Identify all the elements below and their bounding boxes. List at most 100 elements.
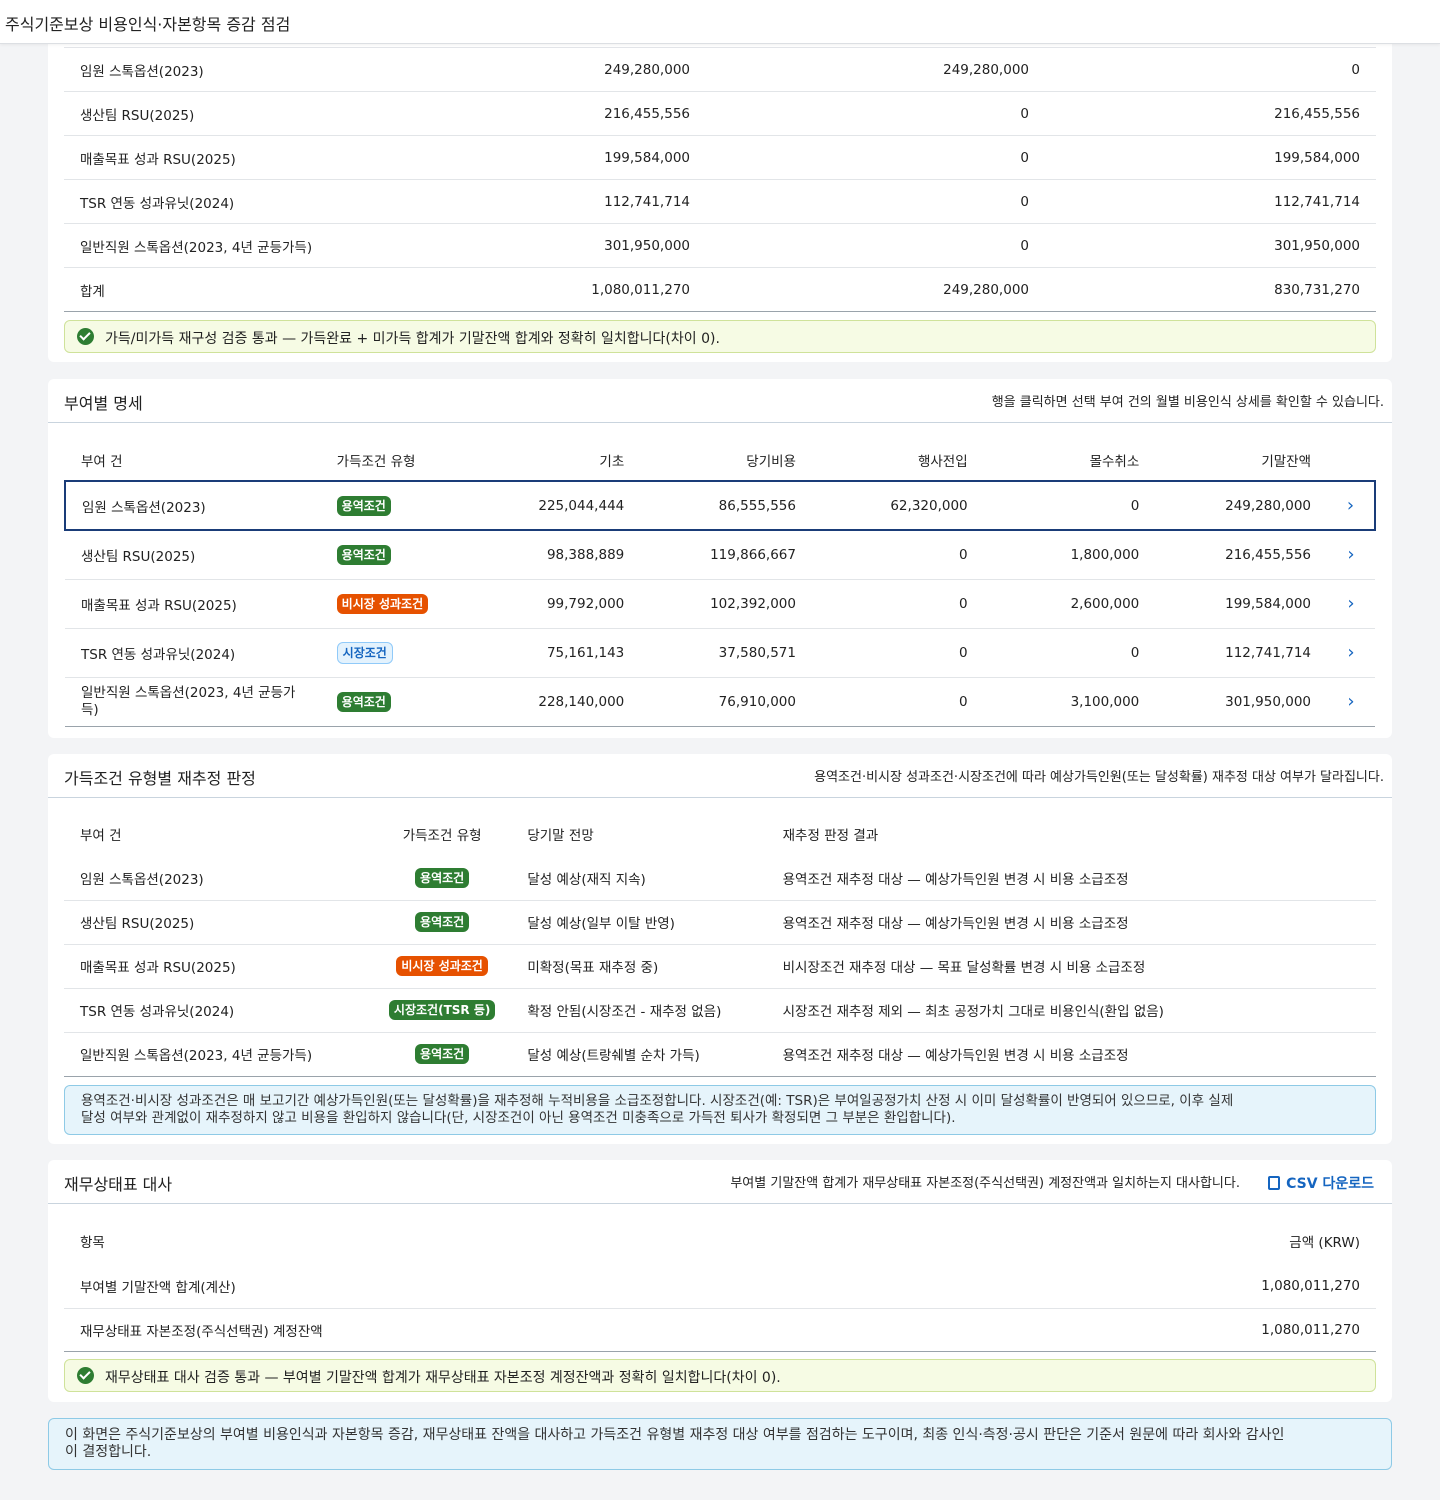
table-row: 매출목표 성과 RSU(2025) 199,584,000 0 199,584,…: [64, 135, 1376, 180]
grant-row[interactable]: 일반직원 스톡옵션(2023, 4년 균등가 득) 용역조건 228,140,00…: [65, 677, 1375, 727]
result-text: 용역조건 재추정 대상 — 예상가득인원 변경 시 비용 소급조정: [766, 900, 1376, 945]
exercise-amount: 0: [811, 530, 984, 580]
chevron-right-icon[interactable]: ›: [1347, 593, 1355, 614]
col-header-type: 가득조건 유형: [402, 828, 482, 844]
vesting-type-badge: 비시장 성과조건: [336, 593, 429, 614]
csv-download-button[interactable]: CSV 다운로드: [1268, 1173, 1374, 1193]
vested-amount: 249,280,000: [706, 267, 1045, 312]
forfeit-amount: 1,800,000: [983, 530, 1156, 580]
section-description: 행을 클릭하면 선택 부여 건의 월별 비용인식 상세를 확인할 수 있습니다.: [991, 395, 1384, 410]
note-line: 달성 여부와 관계없이 재추정하지 않고 비용을 환입하지 않습니다(단, 시장…: [81, 1110, 956, 1126]
chevron-right-icon[interactable]: ›: [1346, 495, 1355, 516]
col-header-item: 항목: [80, 1235, 105, 1251]
table-row: 일반직원 스톡옵션(2023, 4년 균등가득) 301,950,000 0 3…: [64, 223, 1376, 268]
table-row: 매출목표 성과 RSU(2025) 비시장 성과조건 미확정(목표 재추정 중)…: [64, 944, 1376, 989]
expense-amount: 86,555,556: [640, 480, 812, 531]
grant-name: 임원 스톡옵션(2023): [64, 480, 321, 531]
total-row: 합계 1,080,011,270 249,280,000 830,731,270: [64, 267, 1376, 312]
chevron-right-icon[interactable]: ›: [1347, 642, 1355, 663]
card-header: 재무상태표 대사 부여별 기말잔액 합계가 재무상태표 자본조정(주식선택권) …: [48, 1160, 1392, 1204]
reestimation-table: 부여 건 가득조건 유형 당기말 전망 재추정 판정 결과 임원 스톡옵션(20…: [64, 812, 1376, 1077]
table-row: 임원 스톡옵션(2023) 249,280,000 249,280,000 0: [64, 47, 1376, 92]
exercise-amount: 0: [811, 579, 984, 629]
vesting-type-badge: 용역조건: [336, 544, 391, 565]
grant-name: 생산팀 RSU(2025): [65, 530, 321, 580]
closing-amount: 199,584,000: [1155, 579, 1327, 629]
expense-amount: 102,392,000: [640, 579, 812, 629]
closing-amount: 301,950,000: [1155, 677, 1327, 727]
exercise-amount: 0: [811, 628, 984, 678]
reconciliation-check-banner: 재무상태표 대사 검증 통과 — 부여별 기말잔액 합계가 재무상태표 자본조정…: [64, 1359, 1376, 1392]
banner-text: 가득/미가득 재구성 검증 통과 — 가득완료 + 미가득 합계가 기말잔액 합…: [105, 331, 720, 347]
table-header-row: 부여 건 가득조건 유형 기초 당기비용 행사전입 몰수취소 기말잔액: [65, 439, 1375, 481]
table-header-row: 항목 금액 (KRW): [64, 1218, 1376, 1264]
col-header-grant: 부여 건: [80, 828, 122, 844]
exercise-amount: 62,320,000: [811, 480, 984, 531]
col-header-expense: 당기비용: [746, 453, 796, 470]
grant-name-line1: 일반직원 스톡옵션(2023, 4년 균등가: [81, 684, 296, 701]
vested-amount: 0: [706, 91, 1045, 136]
expense-amount: 76,910,000: [640, 677, 812, 727]
vested-amount: 0: [706, 179, 1045, 224]
grant-name: 매출목표 성과 RSU(2025): [64, 944, 373, 989]
grant-name: TSR 연동 성과유닛(2024): [65, 628, 321, 678]
grant-row[interactable]: TSR 연동 성과유닛(2024) 시장조건 75,161,143 37,580…: [65, 628, 1375, 678]
section-title: 재무상태표 대사: [64, 1175, 173, 1194]
disclaimer-line: 이 결정합니다.: [65, 1444, 152, 1460]
vesting-type-badge: 용역조건: [415, 867, 470, 888]
outlook-text: 달성 예상(재직 지속): [511, 856, 767, 901]
banner-text: 재무상태표 대사 검증 통과 — 부여별 기말잔액 합계가 재무상태표 자본조정…: [105, 1370, 781, 1386]
outlook-text: 미확정(목표 재추정 중): [511, 944, 767, 989]
opening-amount: 225,044,444: [464, 480, 641, 531]
reconciliation-table: 항목 금액 (KRW) 부여별 기말잔액 합계(계산) 1,080,011,27…: [64, 1218, 1376, 1352]
grant-detail-card: 부여별 명세 행을 클릭하면 선택 부여 건의 월별 비용인식 상세를 확인할 …: [48, 379, 1392, 738]
col-header-action: [1327, 439, 1375, 481]
grant-name: 일반직원 스톡옵션(2023, 4년 균등가득): [64, 1032, 373, 1077]
check-circle-icon: [77, 1367, 94, 1384]
section-title: 부여별 명세: [64, 394, 143, 413]
unvested-amount: 112,741,714: [1045, 179, 1376, 224]
closing-total: 249,280,000: [404, 47, 706, 92]
reestimation-card: 가득조건 유형별 재추정 판정 용역조건·비시장 성과조건·시장조건에 따라 예…: [48, 754, 1392, 1144]
opening-amount: 98,388,889: [464, 530, 641, 580]
table-row: 재무상태표 자본조정(주식선택권) 계정잔액 1,080,011,270: [64, 1308, 1376, 1352]
closing-total: 199,584,000: [404, 135, 706, 180]
closing-amount: 112,741,714: [1155, 628, 1327, 678]
note-line: 용역조건·비시장 성과조건은 매 보고기간 예상가득인원(또는 달성확률)을 재…: [81, 1093, 1234, 1109]
opening-amount: 75,161,143: [464, 628, 641, 678]
check-circle-icon: [77, 328, 94, 345]
forfeit-amount: 2,600,000: [983, 579, 1156, 629]
table-row: 임원 스톡옵션(2023) 용역조건 달성 예상(재직 지속) 용역조건 재추정…: [64, 856, 1376, 901]
col-header-outlook: 당기말 전망: [527, 828, 594, 844]
table-row: TSR 연동 성과유닛(2024) 시장조건(TSR 등) 확정 안됨(시장조건…: [64, 988, 1376, 1033]
card-header: 가득조건 유형별 재추정 판정 용역조건·비시장 성과조건·시장조건에 따라 예…: [48, 754, 1392, 798]
grant-name: 일반직원 스톡옵션(2023, 4년 균등가득): [64, 223, 404, 268]
table-header-row: 부여 건 가득조건 유형 당기말 전망 재추정 판정 결과: [64, 812, 1376, 856]
csv-download-label: CSV 다운로드: [1286, 1176, 1374, 1192]
item-amount: 1,080,011,270: [964, 1308, 1376, 1352]
forfeit-amount: 0: [983, 480, 1156, 531]
outlook-text: 확정 안됨(시장조건 - 재추정 없음): [511, 988, 767, 1033]
chevron-right-icon[interactable]: ›: [1347, 691, 1355, 712]
outlook-text: 달성 예상(일부 이탈 반영): [511, 900, 767, 945]
footer-disclaimer: 이 화면은 주식기준보상의 부여별 비용인식과 자본항목 증감, 재무상태표 잔…: [48, 1418, 1392, 1470]
col-header-grant: 부여 건: [81, 453, 123, 470]
result-text: 용역조건 재추정 대상 — 예상가득인원 변경 시 비용 소급조정: [766, 856, 1376, 901]
grant-name: TSR 연동 성과유닛(2024): [64, 179, 404, 224]
vesting-check-banner: 가득/미가득 재구성 검증 통과 — 가득완료 + 미가득 합계가 기말잔액 합…: [64, 320, 1376, 353]
chevron-right-icon[interactable]: ›: [1347, 544, 1355, 566]
grant-name: 임원 스톡옵션(2023): [64, 856, 373, 901]
grant-row[interactable]: 매출목표 성과 RSU(2025) 비시장 성과조건 99,792,000 10…: [65, 579, 1375, 629]
unvested-amount: 0: [1045, 47, 1376, 92]
unvested-amount: 830,731,270: [1045, 267, 1376, 312]
vesting-type-badge: 시장조건(TSR 등): [388, 1000, 496, 1020]
grant-detail-table: 부여 건 가득조건 유형 기초 당기비용 행사전입 몰수취소 기말잔액 임원 스…: [64, 439, 1376, 727]
grant-row[interactable]: 생산팀 RSU(2025) 용역조건 98,388,889 119,866,66…: [65, 530, 1375, 580]
col-header-result: 재추정 판정 결과: [782, 828, 879, 844]
grant-row-selected[interactable]: 임원 스톡옵션(2023) 용역조건 225,044,444 86,555,55…: [64, 480, 1376, 531]
col-header-forfeit: 몰수취소: [1089, 453, 1140, 470]
vesting-type-badge: 비시장 성과조건: [396, 956, 488, 976]
top-bar: 주식기준보상 비용인식·자본항목 증감 점검: [0, 0, 1440, 44]
vesting-type-badge: 용역조건: [415, 912, 470, 932]
file-download-icon: [1268, 1176, 1281, 1190]
